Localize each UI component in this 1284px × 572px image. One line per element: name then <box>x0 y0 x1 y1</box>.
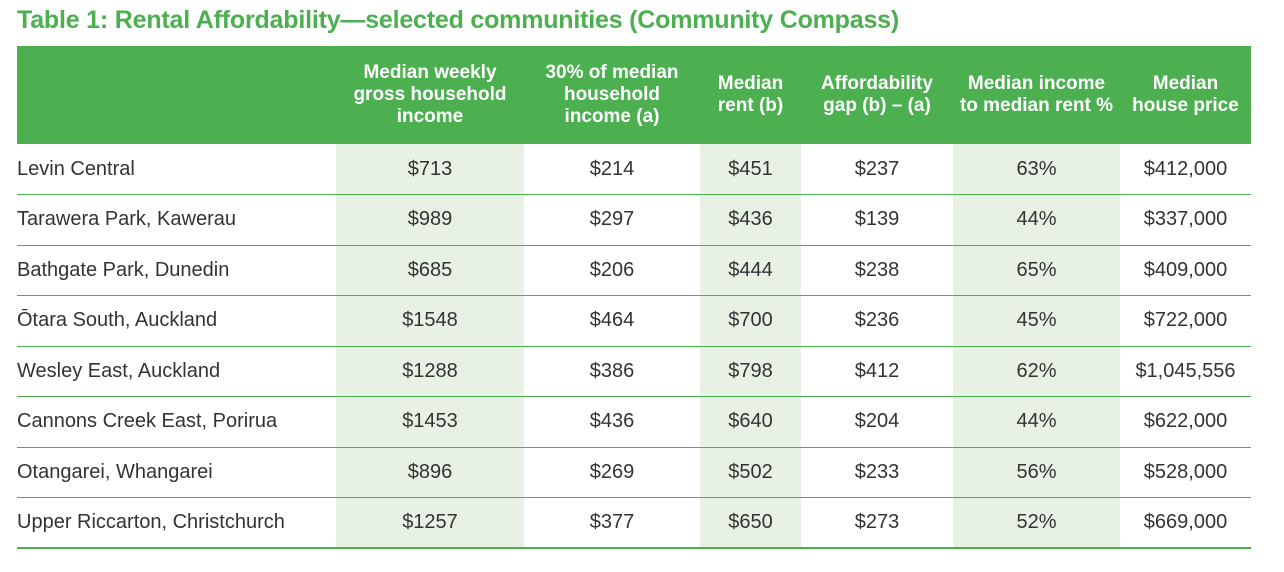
income-to-rent-cell: 45% <box>953 295 1120 347</box>
median-income-cell: $1548 <box>336 295 524 347</box>
rental-affordability-table: Median weekly gross household income 30%… <box>17 46 1251 549</box>
house-price-cell: $337,000 <box>1120 194 1251 246</box>
median-rent-cell: $444 <box>700 245 801 296</box>
community-name-cell: Levin Central <box>17 144 336 195</box>
table-row: Upper Riccarton, Christchurch $1257 $377 $6… <box>17 497 1251 549</box>
table-title: Table 1: Rental Affordability—selected c… <box>17 6 899 34</box>
column-header-30pct-income: 30% of median household income (a) <box>524 46 700 144</box>
affordability-gap-cell: $237 <box>801 144 953 195</box>
table-row: Tarawera Park, Kawerau $989 $297 $436 $139 44… <box>17 194 1251 246</box>
column-header-affordability-gap: Affordability gap (b) – (a) <box>801 46 953 144</box>
median-income-cell: $1257 <box>336 497 524 549</box>
house-price-cell: $622,000 <box>1120 396 1251 448</box>
thirty-pct-income-cell: $206 <box>524 245 700 296</box>
community-name-cell: Wesley East, Auckland <box>17 346 336 397</box>
income-to-rent-cell: 63% <box>953 144 1120 195</box>
median-income-cell: $713 <box>336 144 524 195</box>
house-price-cell: $1,045,556 <box>1120 346 1251 397</box>
table-row: Levin Central $713 $214 $451 $237 63% $412,000 <box>17 144 1251 195</box>
table-row: Otangarei, Whangarei $896 $269 $502 $233 56% $… <box>17 447 1251 498</box>
median-rent-cell: $700 <box>700 295 801 347</box>
house-price-cell: $722,000 <box>1120 295 1251 347</box>
thirty-pct-income-cell: $464 <box>524 295 700 347</box>
house-price-cell: $669,000 <box>1120 497 1251 549</box>
median-rent-cell: $650 <box>700 497 801 549</box>
median-income-cell: $1288 <box>336 346 524 397</box>
house-price-cell: $528,000 <box>1120 447 1251 498</box>
community-name-cell: Tarawera Park, Kawerau <box>17 194 336 246</box>
thirty-pct-income-cell: $377 <box>524 497 700 549</box>
income-to-rent-cell: 62% <box>953 346 1120 397</box>
income-to-rent-cell: 44% <box>953 396 1120 448</box>
median-income-cell: $896 <box>336 447 524 498</box>
community-name-cell: Bathgate Park, Dunedin <box>17 245 336 296</box>
thirty-pct-income-cell: $386 <box>524 346 700 397</box>
affordability-gap-cell: $139 <box>801 194 953 246</box>
community-name-cell: Cannons Creek East, Porirua <box>17 396 336 448</box>
thirty-pct-income-cell: $214 <box>524 144 700 195</box>
median-rent-cell: $451 <box>700 144 801 195</box>
affordability-gap-cell: $238 <box>801 245 953 296</box>
affordability-gap-cell: $204 <box>801 396 953 448</box>
house-price-cell: $409,000 <box>1120 245 1251 296</box>
thirty-pct-income-cell: $436 <box>524 396 700 448</box>
median-rent-cell: $502 <box>700 447 801 498</box>
table-row: Bathgate Park, Dunedin $685 $206 $444 $238 65… <box>17 245 1251 296</box>
thirty-pct-income-cell: $297 <box>524 194 700 246</box>
table-row: Wesley East, Auckland $1288 $386 $798 $412 62… <box>17 346 1251 397</box>
income-to-rent-cell: 56% <box>953 447 1120 498</box>
median-income-cell: $989 <box>336 194 524 246</box>
affordability-gap-cell: $233 <box>801 447 953 498</box>
affordability-gap-cell: $412 <box>801 346 953 397</box>
affordability-gap-cell: $236 <box>801 295 953 347</box>
table-row: Ōtara South, Auckland $1548 $464 $700 $236 45… <box>17 295 1251 347</box>
table-row: Cannons Creek East, Porirua $1453 $436 $640… <box>17 396 1251 448</box>
income-to-rent-cell: 44% <box>953 194 1120 246</box>
column-header-median-rent: Median rent (b) <box>700 46 801 144</box>
community-name-cell: Ōtara South, Auckland <box>17 295 336 347</box>
income-to-rent-cell: 52% <box>953 497 1120 549</box>
community-name-cell: Otangarei, Whangarei <box>17 447 336 498</box>
median-income-cell: $1453 <box>336 396 524 448</box>
column-header-median-house-price: Median house price <box>1120 46 1251 144</box>
median-rent-cell: $436 <box>700 194 801 246</box>
column-header-median-weekly-income: Median weekly gross household income <box>336 46 524 144</box>
median-rent-cell: $640 <box>700 396 801 448</box>
column-header-income-to-rent: Median income to median rent % <box>953 46 1120 144</box>
income-to-rent-cell: 65% <box>953 245 1120 296</box>
header-row: Median weekly gross household income 30%… <box>17 46 1251 144</box>
thirty-pct-income-cell: $269 <box>524 447 700 498</box>
median-income-cell: $685 <box>336 245 524 296</box>
median-rent-cell: $798 <box>700 346 801 397</box>
affordability-gap-cell: $273 <box>801 497 953 549</box>
column-header-community <box>17 46 336 144</box>
community-name-cell: Upper Riccarton, Christchurch <box>17 497 336 549</box>
house-price-cell: $412,000 <box>1120 144 1251 195</box>
